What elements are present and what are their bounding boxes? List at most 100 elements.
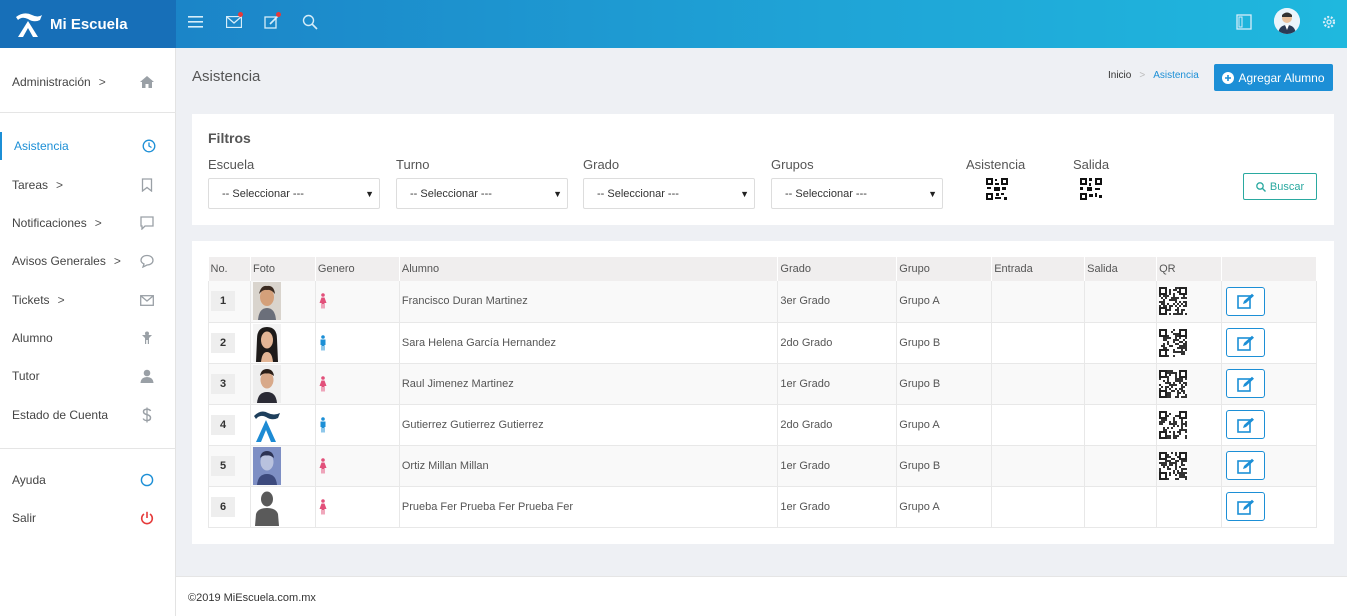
sidebar-item-tutor[interactable]: Tutor <box>0 362 176 390</box>
sidebar-item-tickets[interactable]: Tickets > <box>0 286 176 314</box>
cell-no: 1 <box>208 281 251 322</box>
cell-grado: 2do Grado <box>777 322 898 363</box>
breadcrumb-current: Asistencia <box>1153 70 1199 81</box>
table-row: 6 Prueba Fer Prueba Fer Prueba Fer 1er Gra… <box>208 486 1317 527</box>
escuela-select[interactable]: -- Seleccionar --- ▼ <box>208 178 380 209</box>
sidebar-item-label: Notificaciones <box>12 216 87 230</box>
column-header[interactable]: Grado <box>777 257 898 281</box>
grado-select[interactable]: -- Seleccionar --- ▼ <box>583 178 755 209</box>
cell-grupo: Grupo B <box>896 445 993 486</box>
breadcrumb-home[interactable]: Inicio <box>1108 70 1132 81</box>
table-row: 1 Francisco Duran Martinez 3er Grado Grupo … <box>208 281 1317 322</box>
chevron-right-icon: > <box>98 75 106 89</box>
escuela-label: Escuela <box>208 157 255 172</box>
sidebar-item-label: Alumno <box>12 331 53 345</box>
sidebar-item-avisos-generales[interactable]: Avisos Generales > <box>0 247 176 275</box>
grupos-select[interactable]: -- Seleccionar --- ▼ <box>771 178 943 209</box>
cell-actions <box>1221 445 1317 486</box>
cell-actions <box>1221 322 1317 363</box>
turno-select[interactable]: -- Seleccionar --- ▼ <box>396 178 568 209</box>
qr-code-icon[interactable] <box>986 178 1008 200</box>
student-photo <box>252 446 281 485</box>
sidebar-item-asistencia[interactable]: Asistencia <box>0 132 176 160</box>
grado-select-value: -- Seleccionar --- <box>597 187 679 200</box>
column-header[interactable]: QR <box>1156 257 1223 281</box>
cell-salida <box>1084 445 1158 486</box>
cell-grupo: Grupo A <box>896 486 993 527</box>
search-button[interactable]: Buscar <box>1243 173 1317 200</box>
sidebar-item-ayuda[interactable]: Ayuda <box>0 466 176 494</box>
sidebar-item-tareas[interactable]: Tareas > <box>0 171 176 199</box>
cell-gender <box>315 486 400 527</box>
search-icon <box>1256 181 1266 192</box>
gear-icon[interactable] <box>1319 12 1339 32</box>
student-photo <box>252 487 281 526</box>
edit-button[interactable] <box>1226 451 1266 480</box>
sidebar: Administración > Asistencia Tareas > Not… <box>0 48 176 616</box>
sidebar-item-salir[interactable]: Salir <box>0 504 176 532</box>
edit-icon[interactable] <box>262 12 282 32</box>
cell-gender <box>315 322 400 363</box>
sidebar-toggle-icon[interactable] <box>1234 12 1254 32</box>
edit-button[interactable] <box>1226 369 1266 398</box>
cell-entrada <box>991 486 1086 527</box>
sidebar-item-label: Tutor <box>12 369 40 383</box>
salida-label: Salida <box>1073 157 1110 172</box>
column-header[interactable]: Foto <box>250 257 316 281</box>
column-header[interactable]: Genero <box>315 257 400 281</box>
female-icon <box>319 293 327 309</box>
table-row: 4 Gutierrez Gutierrez Gutierrez 2do Grado G… <box>208 404 1317 445</box>
breadcrumb-separator: > <box>1139 70 1146 81</box>
menu-icon[interactable] <box>186 12 206 32</box>
avatar[interactable] <box>1274 8 1300 34</box>
cell-actions <box>1221 363 1317 404</box>
cell-entrada <box>991 445 1086 486</box>
column-header <box>1221 257 1317 281</box>
cell-alumno: Francisco Duran Martinez <box>399 281 779 322</box>
column-header[interactable]: Salida <box>1084 257 1158 281</box>
sidebar-divider <box>0 448 176 449</box>
column-header[interactable]: Entrada <box>991 257 1086 281</box>
row-number: 3 <box>211 373 235 394</box>
column-header[interactable]: No. <box>208 257 251 281</box>
bookmark-icon <box>139 177 155 193</box>
qr-code-icon[interactable] <box>1159 410 1188 439</box>
add-student-button[interactable]: Agregar Alumno <box>1214 64 1333 91</box>
cell-photo <box>250 486 316 527</box>
chevron-right-icon: > <box>56 178 64 192</box>
search-icon[interactable] <box>300 12 320 32</box>
edit-button[interactable] <box>1226 328 1266 357</box>
user-icon <box>139 368 155 384</box>
add-student-label: Agregar Alumno <box>1238 70 1325 85</box>
sidebar-item-notificaciones[interactable]: Notificaciones > <box>0 209 176 237</box>
cell-photo <box>250 322 316 363</box>
sidebar-item-administracion[interactable]: Administración > <box>0 68 176 96</box>
column-header[interactable]: Alumno <box>399 257 779 281</box>
male-icon <box>320 334 326 350</box>
qr-code-icon[interactable] <box>1080 178 1102 200</box>
sidebar-item-label: Estado de Cuenta <box>12 408 109 422</box>
brand[interactable]: Mi Escuela <box>0 0 176 48</box>
qr-code-icon[interactable] <box>1159 328 1188 357</box>
top-bar: Mi Escuela <box>0 0 1347 48</box>
edit-button[interactable] <box>1226 492 1266 521</box>
qr-code-icon[interactable] <box>1159 369 1188 398</box>
cell-actions <box>1221 404 1317 445</box>
cell-alumno: Sara Helena García Hernandez <box>399 322 779 363</box>
cell-no: 6 <box>208 486 251 527</box>
qr-code-icon[interactable] <box>1159 451 1188 480</box>
sidebar-item-alumno[interactable]: Alumno <box>0 324 176 352</box>
cell-grupo: Grupo B <box>896 363 993 404</box>
edit-button[interactable] <box>1226 286 1266 316</box>
mail-icon[interactable] <box>224 12 244 32</box>
column-header[interactable]: Grupo <box>896 257 993 281</box>
cell-salida <box>1084 322 1158 363</box>
edit-button[interactable] <box>1226 410 1266 439</box>
sidebar-item-estado-de-cuenta[interactable]: Estado de Cuenta <box>0 401 176 429</box>
edit-icon <box>1236 294 1254 310</box>
caret-down-icon: ▼ <box>740 189 749 199</box>
qr-code-icon[interactable] <box>1159 287 1188 316</box>
app-name: Mi Escuela <box>50 15 128 33</box>
table-header-row: No. Foto Genero Alumno Grado Grupo Entra… <box>208 257 1317 281</box>
cell-qr <box>1156 281 1223 322</box>
